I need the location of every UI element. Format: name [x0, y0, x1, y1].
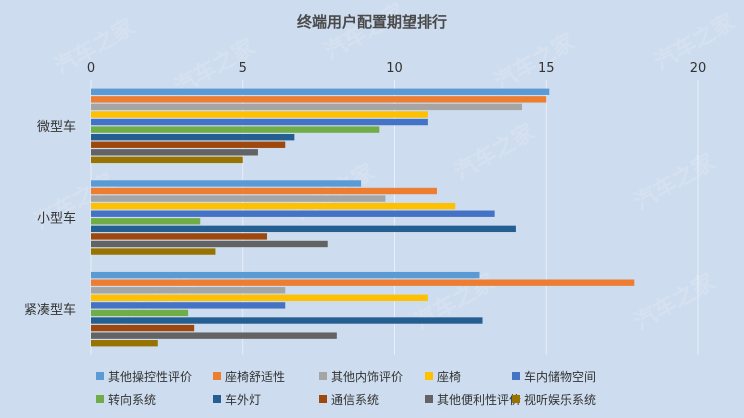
- bar: [91, 195, 386, 202]
- legend-swatch: [213, 395, 221, 403]
- bar: [91, 134, 295, 141]
- watermark-text: 汽车之家: [630, 148, 720, 215]
- bar: [91, 96, 547, 103]
- legend-item: 座椅: [425, 369, 461, 384]
- legend-item: 其他操控性评价: [96, 369, 192, 384]
- legend-swatch: [319, 372, 327, 380]
- bar: [91, 210, 495, 217]
- bars: [91, 88, 635, 347]
- watermark-text: 汽车之家: [450, 118, 540, 185]
- bar: [91, 180, 362, 187]
- watermark-text: 汽车之家: [630, 268, 720, 335]
- bar: [91, 126, 380, 133]
- bar: [91, 103, 522, 111]
- grid-lines: [90, 80, 699, 355]
- bar: [91, 279, 635, 286]
- legend-item: 车内储物空间: [512, 369, 596, 384]
- bar: [91, 287, 286, 294]
- bar: [91, 187, 437, 195]
- bar: [91, 141, 286, 148]
- x-tick-label: 15: [538, 61, 555, 76]
- legend-swatch: [319, 395, 327, 403]
- bar: [91, 240, 328, 248]
- legend-label: 其他操控性评价: [108, 369, 192, 384]
- bar: [91, 111, 428, 118]
- watermark-text: 汽车之家: [320, 0, 410, 65]
- legend-label: 其他便利性评价: [437, 393, 521, 407]
- legend-label: 转向系统: [108, 392, 156, 407]
- legend-label: 座椅舒适性: [225, 369, 285, 384]
- legend-swatch: [512, 372, 520, 380]
- legend-label: 车内储物空间: [524, 369, 596, 384]
- legend-item: 其他便利性评价: [425, 393, 521, 407]
- bar: [91, 118, 428, 126]
- x-tick-label: 0: [87, 61, 95, 76]
- category-label: 小型车: [37, 211, 76, 227]
- bar: [91, 294, 428, 301]
- bar: [91, 248, 216, 255]
- legend-swatch: [96, 372, 104, 380]
- legend-item: 视听娱乐系统: [512, 392, 596, 407]
- x-tick-label: 5: [239, 61, 247, 76]
- watermark-text: 汽车之家: [490, 28, 580, 95]
- bar: [91, 271, 480, 279]
- legend-label: 通信系统: [331, 393, 379, 407]
- legend-swatch: [96, 395, 104, 403]
- legend-label: 其他内饰评价: [331, 370, 403, 384]
- bar: [91, 332, 337, 339]
- legend-swatch: [213, 372, 221, 380]
- legend-item: 转向系统: [96, 392, 156, 407]
- bar: [91, 218, 201, 225]
- legend-label: 视听娱乐系统: [524, 392, 596, 407]
- bar: [91, 309, 189, 317]
- category-label: 紧凑型车: [24, 302, 76, 318]
- legend-label: 座椅: [437, 369, 461, 384]
- bar: [91, 340, 158, 347]
- bar: [91, 156, 243, 164]
- legend-item: 座椅舒适性: [213, 369, 285, 384]
- bar: [91, 225, 516, 233]
- legend-item: 车外灯: [213, 392, 261, 407]
- bar: [91, 202, 456, 210]
- bar: [91, 88, 550, 95]
- chart-title: 终端用户配置期望排行: [297, 13, 447, 31]
- legend-label: 车外灯: [225, 392, 261, 407]
- bar: [91, 324, 195, 332]
- bar: [91, 302, 286, 309]
- bar: [91, 233, 268, 240]
- legend-swatch: [425, 395, 433, 403]
- legend-item: 通信系统: [319, 393, 379, 407]
- legend-item: 其他内饰评价: [319, 370, 403, 384]
- x-tick-label: 20: [690, 61, 707, 76]
- category-label: 微型车: [37, 119, 76, 135]
- legend-swatch: [512, 395, 520, 403]
- x-tick-label: 10: [386, 61, 403, 76]
- legend-swatch: [425, 372, 433, 380]
- bar: [91, 317, 483, 324]
- bar: [91, 149, 258, 156]
- x-axis-ticks: 0 5 10 15 20: [87, 61, 706, 76]
